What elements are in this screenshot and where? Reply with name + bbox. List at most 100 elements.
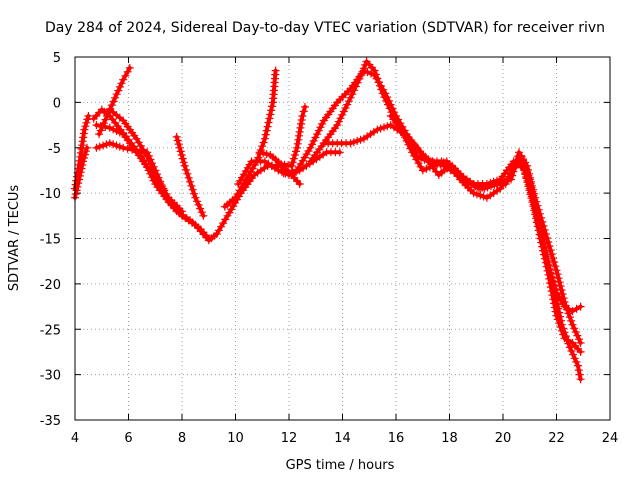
data-point — [180, 161, 189, 170]
data-point — [299, 107, 308, 116]
x-tick-label: 20 — [495, 431, 512, 446]
series-arc-12 — [279, 66, 585, 347]
data-point — [399, 129, 408, 138]
data-point — [525, 184, 534, 193]
y-tick-label: 5 — [53, 51, 61, 66]
data-point — [567, 316, 576, 325]
data-point — [359, 64, 368, 73]
data-point — [565, 343, 574, 352]
data-point — [102, 140, 111, 149]
data-point — [112, 90, 121, 99]
data-point — [96, 122, 105, 130]
data-point — [373, 125, 382, 134]
data-point — [555, 319, 564, 328]
data-point — [556, 282, 565, 291]
data-point — [384, 100, 392, 109]
data-point — [469, 189, 478, 198]
data-point — [117, 79, 126, 88]
data-point — [576, 347, 585, 356]
data-point — [493, 176, 501, 185]
y-tick-label: -15 — [40, 233, 61, 248]
data-point — [341, 104, 350, 112]
data-point — [255, 148, 264, 157]
data-point — [568, 307, 577, 316]
data-point — [383, 122, 392, 131]
data-point — [82, 118, 91, 127]
data-point — [550, 299, 559, 308]
data-point — [357, 71, 366, 80]
data-point — [105, 123, 114, 132]
data-point — [375, 81, 384, 90]
y-tick-label: -25 — [40, 323, 61, 338]
series-arc-9 — [220, 66, 280, 211]
data-point — [400, 133, 409, 142]
data-point — [518, 161, 527, 170]
data-point — [351, 82, 360, 91]
data-point — [335, 148, 344, 157]
data-point — [172, 132, 181, 141]
data-point — [150, 168, 159, 176]
data-point — [538, 235, 547, 244]
series-arc-7 — [105, 105, 186, 216]
data-point — [80, 154, 88, 162]
data-point — [259, 149, 268, 158]
data-point — [406, 144, 415, 153]
data-point — [552, 311, 561, 320]
data-point — [541, 250, 550, 259]
data-point — [80, 125, 89, 134]
data-point — [559, 330, 568, 339]
data-point — [83, 143, 91, 152]
data-point — [99, 141, 108, 150]
data-point — [373, 74, 382, 83]
data-point — [112, 141, 121, 150]
data-point — [316, 123, 325, 132]
data-point — [196, 204, 205, 213]
chart-title: Day 284 of 2024, Sidereal Day-to-day VTE… — [45, 20, 605, 36]
data-point — [353, 136, 362, 145]
data-point — [526, 188, 535, 197]
data-point — [576, 302, 585, 311]
data-point — [371, 70, 380, 79]
data-point — [114, 86, 123, 95]
data-point — [194, 200, 203, 209]
data-point — [522, 172, 531, 181]
x-tick-label: 8 — [178, 431, 186, 446]
data-point — [72, 186, 81, 195]
data-point — [184, 173, 193, 182]
data-point — [266, 110, 275, 119]
data-point — [531, 208, 540, 217]
data-point — [119, 143, 128, 152]
data-point — [534, 220, 543, 229]
data-point — [536, 227, 545, 236]
data-point — [262, 150, 271, 159]
data-point — [123, 144, 132, 153]
data-point — [529, 200, 538, 209]
data-point — [225, 208, 234, 217]
data-point — [92, 121, 101, 130]
data-point — [574, 366, 583, 375]
data-point — [190, 189, 198, 198]
data-point — [186, 177, 194, 186]
data-point — [264, 118, 273, 127]
data-point — [71, 190, 80, 198]
data-point — [417, 154, 425, 163]
data-point — [152, 171, 161, 180]
series-arc-8 — [172, 132, 208, 220]
data-point — [306, 143, 315, 152]
data-point — [397, 125, 406, 134]
series-arc-2 — [71, 143, 91, 202]
data-point — [81, 150, 89, 159]
y-tick-label: -20 — [40, 278, 61, 293]
data-point — [83, 115, 92, 124]
data-point — [528, 196, 537, 205]
data-point — [241, 167, 250, 176]
data-point — [569, 350, 578, 359]
data-point — [378, 89, 387, 98]
data-point — [143, 152, 152, 161]
data-point — [551, 262, 560, 271]
data-point — [547, 273, 556, 282]
data-point — [308, 140, 317, 149]
y-axis-label: SDTVAR / TECUs — [7, 185, 22, 292]
data-point — [425, 163, 434, 172]
